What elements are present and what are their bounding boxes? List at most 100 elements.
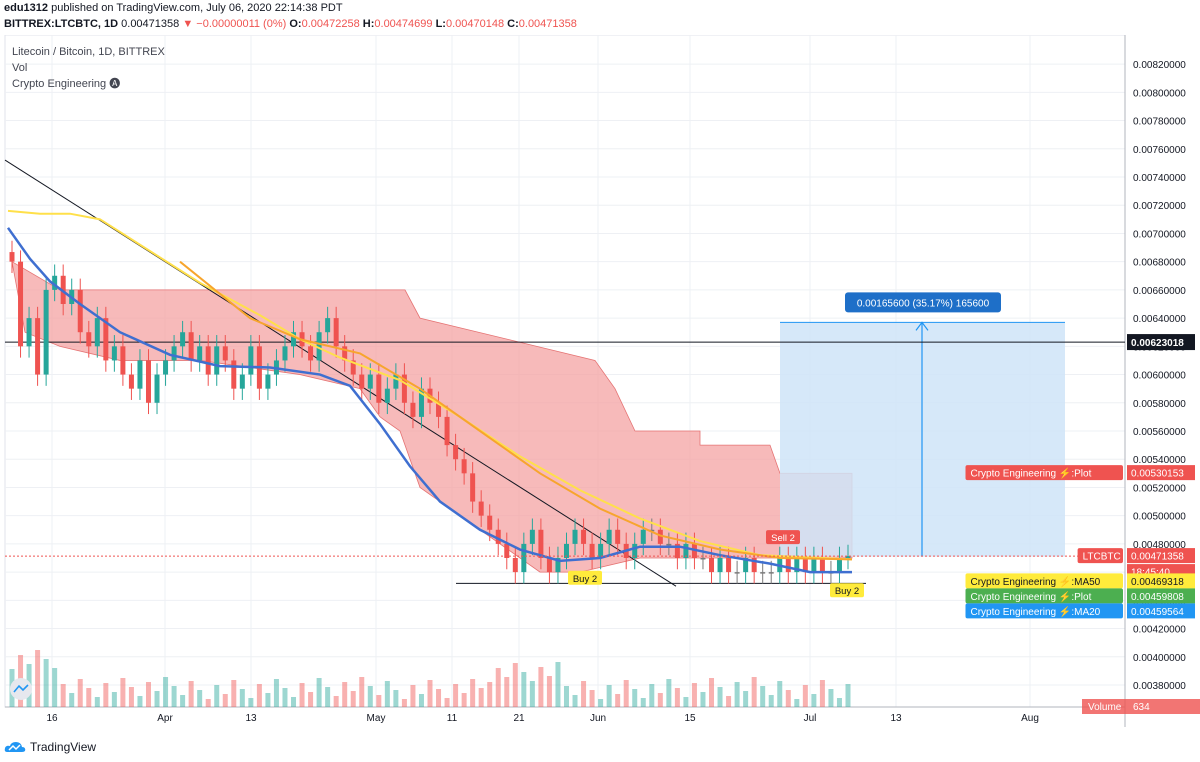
right-name-tag-bg bbox=[1077, 548, 1123, 564]
high-label: H: bbox=[362, 18, 375, 30]
candle-body bbox=[734, 572, 740, 574]
candle-body bbox=[52, 275, 58, 290]
y-tick-label: 0.00600000 bbox=[1133, 371, 1186, 382]
high-value: 0.00474699 bbox=[374, 18, 433, 30]
candle-body bbox=[666, 543, 672, 546]
candle-body bbox=[563, 543, 569, 558]
volume-tag-value: 634 bbox=[1133, 702, 1150, 713]
volume-bar bbox=[453, 684, 459, 707]
author-name[interactable]: edu1312 bbox=[4, 2, 49, 14]
candle-body bbox=[171, 346, 177, 361]
candle-body bbox=[657, 529, 663, 544]
candle-body bbox=[350, 360, 356, 375]
x-tick-label: 16 bbox=[46, 713, 58, 724]
candle-body bbox=[26, 318, 32, 347]
volume-bar bbox=[538, 667, 544, 707]
volume-bar bbox=[726, 696, 732, 707]
price-line-tag: 0.00623018 bbox=[1131, 338, 1184, 349]
candle-body bbox=[683, 543, 689, 558]
candle-body bbox=[529, 529, 535, 544]
volume-bar bbox=[418, 694, 424, 707]
candle-body bbox=[128, 374, 134, 389]
volume-bar bbox=[529, 681, 535, 707]
volume-bar bbox=[248, 698, 254, 707]
tradingview-cloud-icon bbox=[4, 742, 26, 752]
volume-bar bbox=[77, 679, 83, 707]
volume-bar bbox=[180, 695, 186, 707]
ma50-line bbox=[179, 260, 853, 561]
x-tick-label: May bbox=[367, 713, 386, 724]
low-value: 0.00470148 bbox=[445, 18, 505, 30]
volume-bar bbox=[205, 699, 211, 707]
price-line-tag-bg bbox=[1127, 334, 1195, 351]
volume-bar bbox=[291, 697, 297, 707]
right-value-tag-bg bbox=[1127, 465, 1195, 481]
x-tick-label: 15 bbox=[684, 713, 696, 724]
candle-body bbox=[436, 402, 442, 417]
volume-bar bbox=[342, 682, 348, 707]
change-arrow-icon: ▼ bbox=[182, 18, 194, 30]
volume-bar bbox=[120, 678, 126, 707]
candle-body bbox=[802, 558, 808, 573]
volume-bar bbox=[410, 685, 416, 707]
candle-body bbox=[555, 558, 561, 573]
volume-bar bbox=[811, 694, 817, 707]
candle-body bbox=[325, 318, 331, 333]
volume-bar bbox=[231, 680, 237, 707]
y-tick-label: 0.00660000 bbox=[1133, 286, 1186, 297]
price-chart[interactable]: 16 Apr 13 May 11 21 Jun 15 Jul 13 Aug 0.00820000 0.0… bbox=[0, 35, 1200, 735]
volume-bar bbox=[188, 681, 194, 707]
watermark-icon-line bbox=[13, 684, 29, 693]
volume-bar bbox=[239, 689, 245, 707]
volume-bar bbox=[128, 687, 134, 707]
candle-body bbox=[43, 289, 49, 375]
volume-bar bbox=[35, 650, 41, 707]
x-tick-label: 13 bbox=[245, 713, 257, 724]
legend-vol[interactable]: Vol bbox=[12, 62, 28, 74]
candle-body bbox=[768, 572, 774, 574]
volume-bar bbox=[794, 699, 800, 707]
volume-bar bbox=[572, 695, 578, 707]
legend-indicator[interactable]: Crypto Engineering 🅐 bbox=[12, 78, 121, 90]
volume-bar bbox=[751, 677, 757, 707]
candle-body bbox=[674, 543, 680, 558]
right-value-tag: 0.00469318 bbox=[1131, 577, 1184, 588]
volume-bar bbox=[154, 691, 160, 707]
buy-2-label: Buy 2 bbox=[573, 574, 597, 585]
candle-body bbox=[572, 529, 578, 544]
candle-body bbox=[120, 346, 126, 375]
volume-bar bbox=[598, 699, 604, 707]
volume-bar bbox=[632, 689, 638, 707]
candle-body bbox=[640, 529, 646, 544]
candle-body bbox=[384, 388, 390, 403]
y-tick-label: 0.00800000 bbox=[1133, 88, 1186, 99]
candle-body bbox=[35, 318, 41, 375]
projection-label-bg bbox=[845, 292, 1001, 313]
volume-bar bbox=[734, 682, 740, 707]
candle-body bbox=[794, 558, 800, 573]
volume-bar bbox=[785, 690, 791, 707]
candle-body bbox=[726, 558, 732, 573]
x-tick-label: 13 bbox=[890, 713, 902, 724]
candle-body bbox=[214, 346, 220, 375]
candle-body bbox=[845, 556, 851, 558]
volume-bar bbox=[222, 694, 228, 707]
candle-body bbox=[111, 346, 117, 361]
projection-arrow-head bbox=[915, 321, 929, 331]
volume-bar bbox=[256, 684, 262, 707]
candle-body bbox=[453, 445, 459, 460]
candle-body bbox=[367, 374, 373, 389]
volume-bar bbox=[709, 678, 715, 707]
right-name-tag: Crypto Engineering ⚡:Plot bbox=[971, 590, 1092, 603]
candle-body bbox=[495, 529, 501, 544]
candle-body bbox=[86, 332, 92, 347]
y-tick-label: 0.00480000 bbox=[1133, 540, 1186, 551]
open-label: O: bbox=[289, 18, 302, 30]
volume-bar bbox=[52, 668, 58, 707]
volume-bar bbox=[282, 688, 288, 707]
volume-bar bbox=[521, 672, 527, 707]
footer-brand[interactable]: TradingView bbox=[30, 740, 97, 754]
y-tick-label: 0.00500000 bbox=[1133, 512, 1186, 523]
sell-2-label: Sell 2 bbox=[771, 533, 795, 544]
volume-bar bbox=[470, 679, 476, 707]
